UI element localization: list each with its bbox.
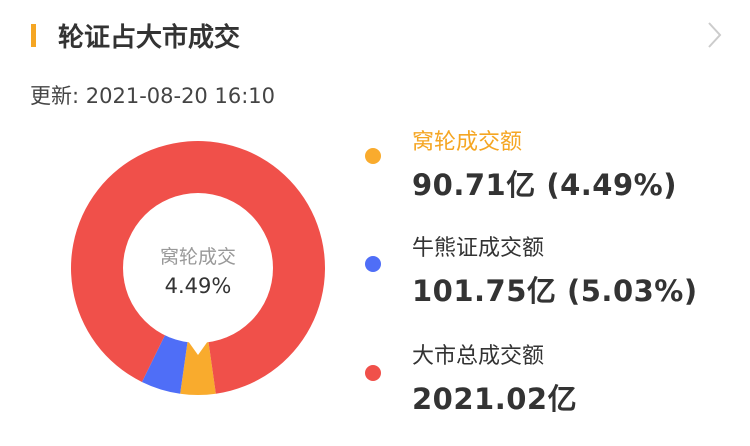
donut-chart: 窝轮成交 4.49%: [71, 140, 326, 395]
legend-item-cbbc: 牛熊证成交额 101.75亿 (5.03%): [412, 230, 698, 310]
legend-dot-warrant: [365, 148, 381, 164]
chevron-right-icon[interactable]: [700, 18, 728, 52]
legend-label: 大市总成交额: [412, 344, 545, 369]
legend-item-warrant: 窝轮成交额 90.71亿 (4.49%): [412, 124, 677, 204]
update-time: 更新: 2021-08-20 16:10: [30, 84, 275, 108]
center-value: 4.49%: [165, 274, 232, 298]
title-accent-bar: [31, 24, 36, 47]
legend-value: 101.75亿 (5.03%): [412, 274, 698, 308]
legend-label: 牛熊证成交额: [412, 236, 545, 261]
card-title: 轮证占大市成交: [58, 23, 241, 53]
legend-item-market: 大市总成交额 2021.02亿: [412, 338, 577, 418]
legend-label: 窝轮成交额: [412, 130, 523, 155]
slice-pointer: [188, 341, 208, 355]
center-label: 窝轮成交: [160, 246, 236, 268]
legend-dot-cbbc: [365, 256, 381, 272]
legend-dot-market: [365, 365, 381, 381]
legend-value: 2021.02亿: [412, 382, 578, 416]
donut-hole: [123, 193, 273, 343]
legend-value: 90.71亿 (4.49%): [412, 168, 677, 202]
